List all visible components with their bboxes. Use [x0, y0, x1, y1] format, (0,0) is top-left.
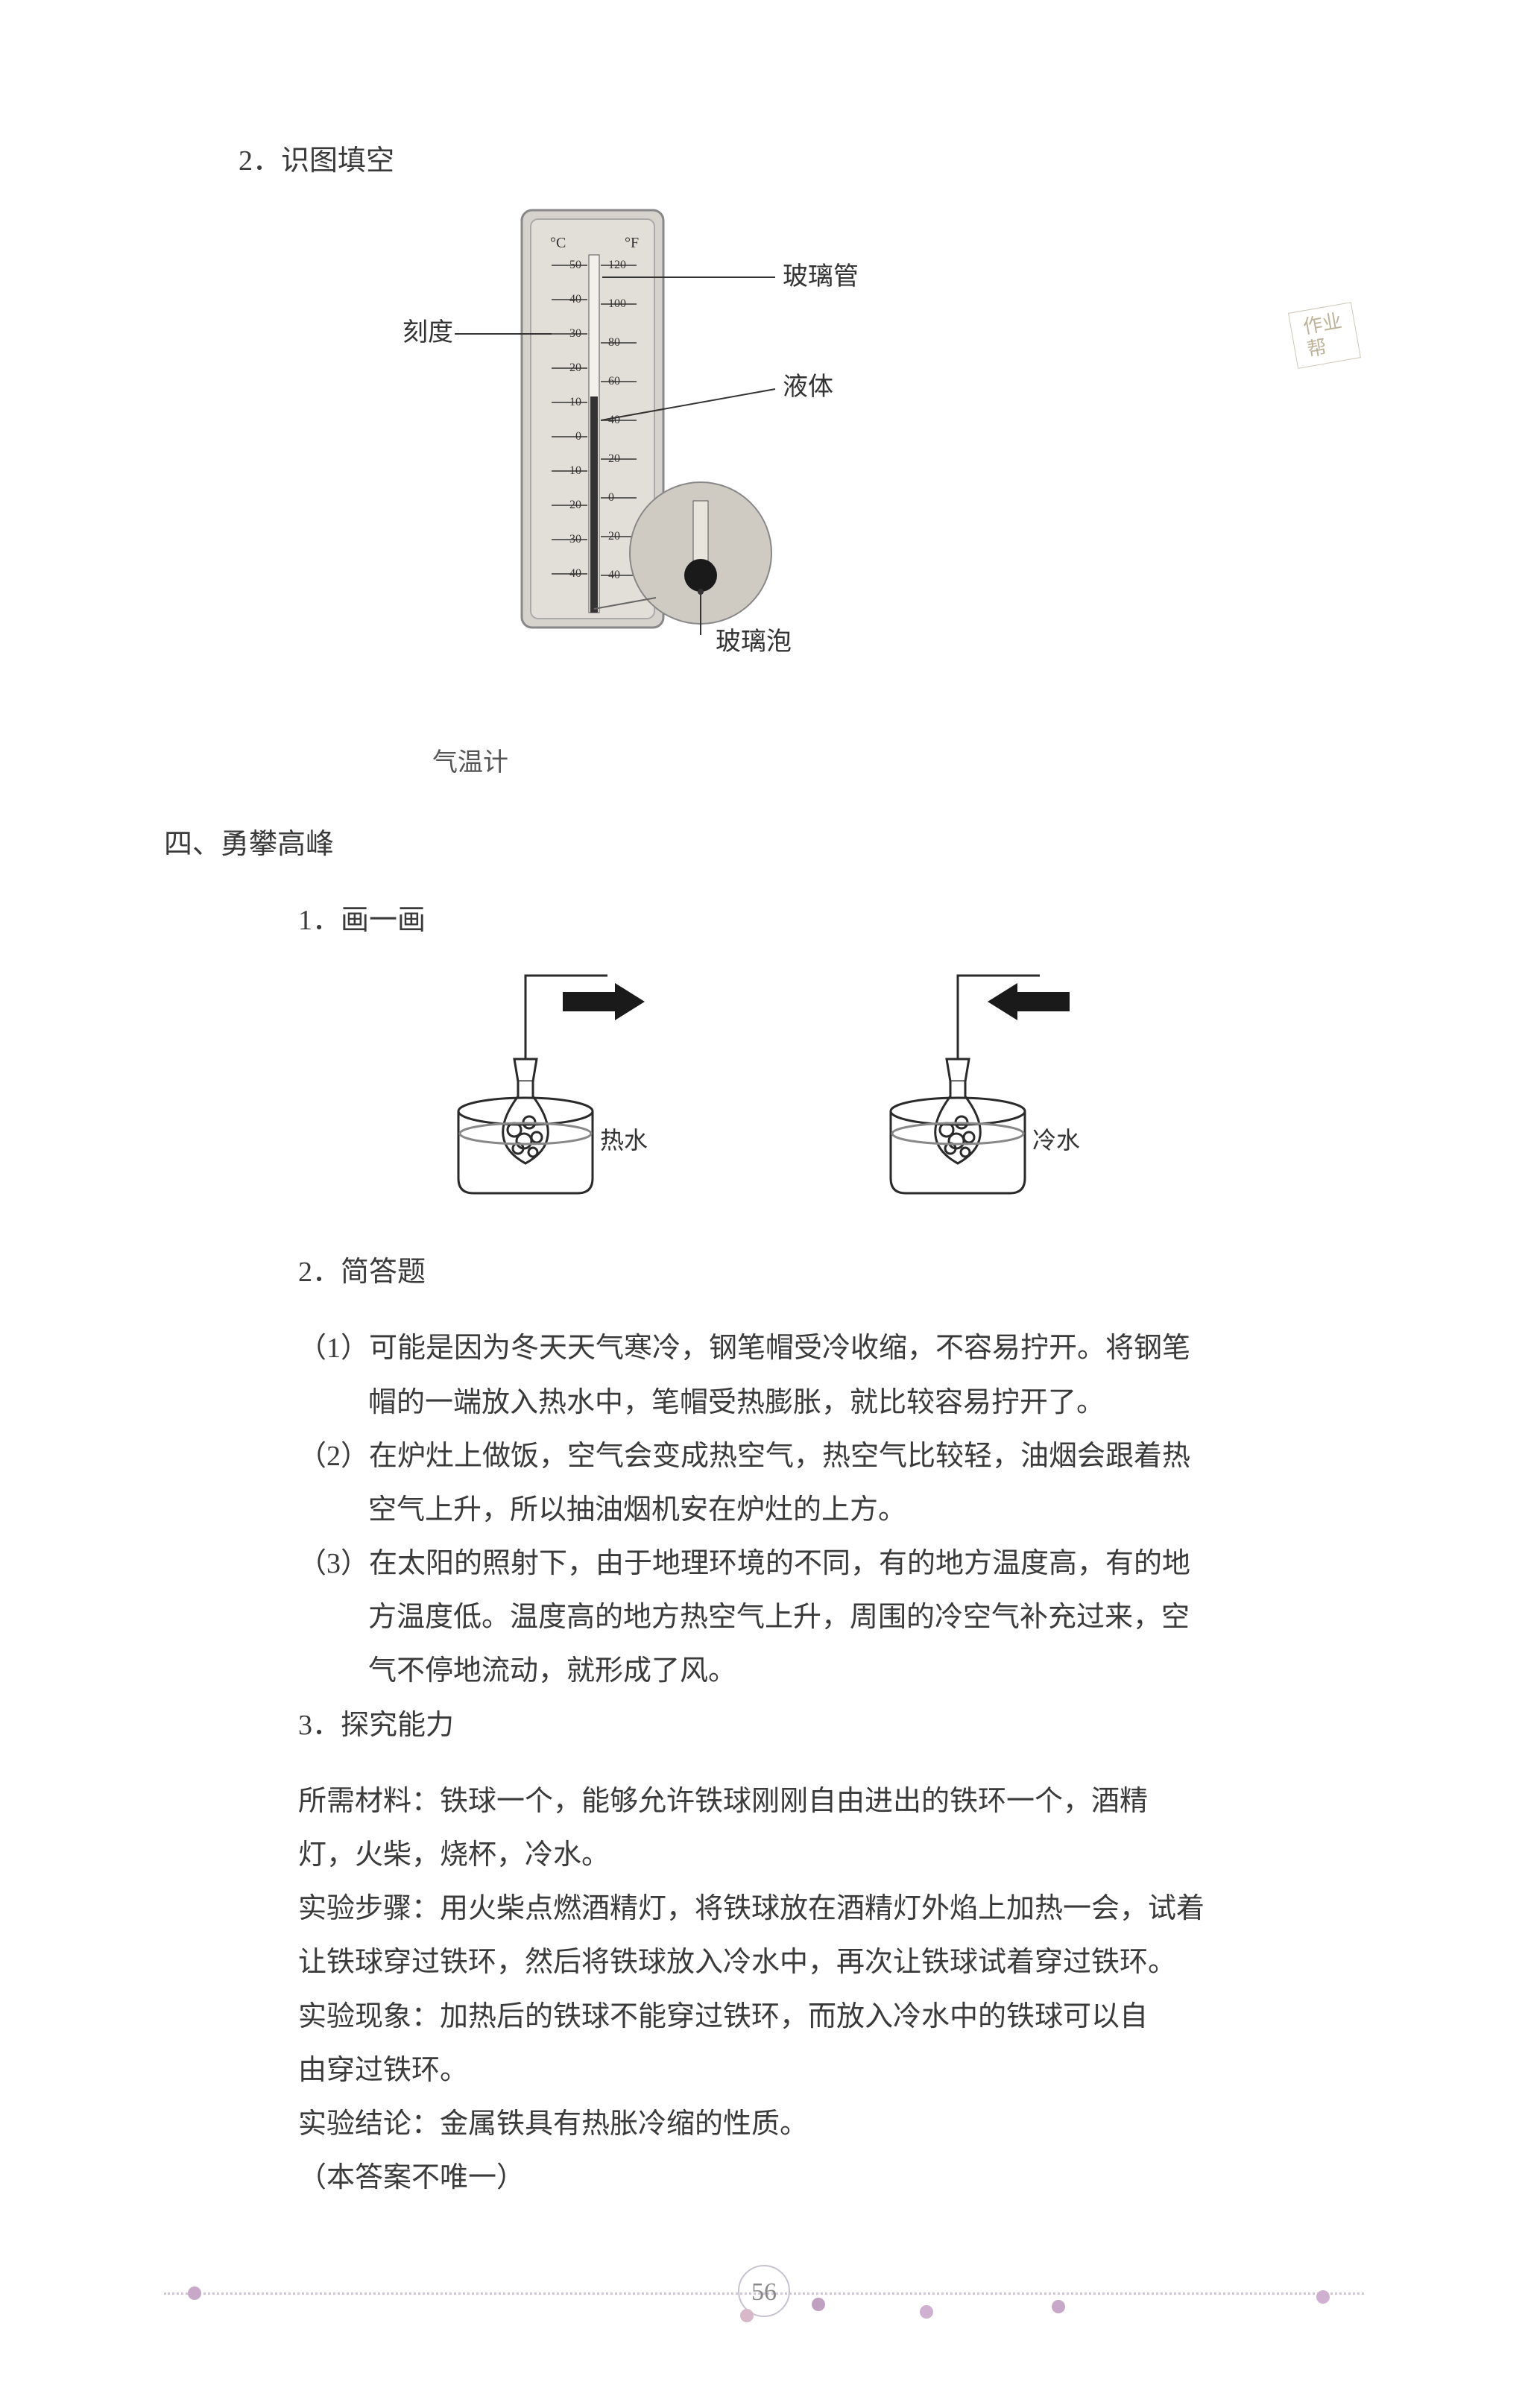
answer-1: （1）可能是因为冬天天气寒冷，钢笔帽受冷收缩，不容易拧开。将钢笔 帽的一端放入热… [298, 1321, 1364, 1429]
phenomenon: 实验现象：加热后的铁球不能穿过铁环，而放入冷水中的铁球可以自 由穿过铁环。 [298, 1990, 1364, 2097]
answer-3: （3）在太阳的照射下，由于地理环境的不同，有的地方温度高，有的地 方温度低。温度… [298, 1537, 1364, 1698]
label-bulb: 玻璃泡 [716, 628, 792, 656]
unit-c: °C [550, 235, 566, 251]
answer-2: （2）在炉灶上做饭，空气会变成热空气，热空气比较轻，油烟会跟着热 空气上升，所以… [298, 1429, 1364, 1537]
steps: 实验步骤：用火柴点燃酒精灯，将铁球放在酒精灯外焰上加热一会，试着 让铁球穿过铁环… [298, 1882, 1364, 1989]
label-liquid: 液体 [783, 373, 833, 401]
footer-dot [1316, 2290, 1330, 2304]
thermometer-svg: °C °F 504030 20100 102030 40 12010080 60… [358, 203, 880, 710]
arrow-left-icon [988, 983, 1070, 1020]
section-4-q3: 3．探究能力 [298, 1698, 1364, 1752]
conclusion: 实验结论：金属铁具有热胀冷缩的性质。 [298, 2097, 1364, 2151]
section-4-q2: 2．简答题 [298, 1245, 1364, 1299]
watermark-stamp: 作业帮 [1288, 302, 1361, 369]
question-2-heading: 2．识图填空 [239, 134, 1364, 188]
beaker-hot: 热水 [414, 970, 682, 1208]
note: （本答案不唯一） [298, 2151, 1364, 2205]
page-footer: 56 [164, 2264, 1364, 2318]
footer-dot [920, 2305, 933, 2319]
arrow-right-icon [563, 983, 645, 1020]
footer-dot [740, 2309, 754, 2322]
thermometer-caption: 气温计 [432, 739, 1364, 788]
footer-dot [1052, 2300, 1065, 2313]
footer-dot [812, 2298, 825, 2311]
cold-water-label: 冷水 [1032, 1127, 1080, 1154]
thermometer-figure: °C °F 504030 20100 102030 40 12010080 60… [358, 203, 880, 724]
section-4-q1: 1．画一画 [298, 894, 1364, 947]
label-tube: 玻璃管 [783, 262, 859, 291]
footer-dot [188, 2287, 201, 2300]
section-4-heading: 四、勇攀高峰 [164, 818, 1364, 871]
materials: 所需材料：铁球一个，能够允许铁球刚刚自由进出的铁环一个，酒精 灯，火柴，烧杯，冷… [298, 1775, 1364, 1882]
label-scale: 刻度 [402, 318, 453, 347]
unit-f: °F [625, 235, 639, 251]
beaker-figures: 热水 冷水 [164, 970, 1364, 1208]
beaker-cold: 冷水 [846, 970, 1114, 1208]
hot-water-label: 热水 [600, 1127, 648, 1154]
